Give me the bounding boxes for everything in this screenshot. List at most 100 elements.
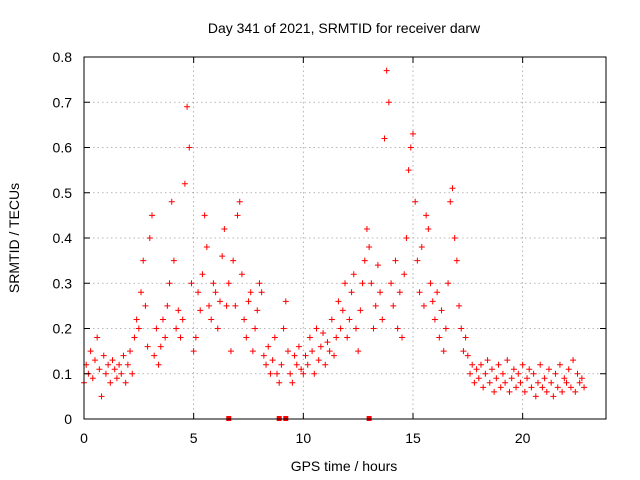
chart-title: Day 341 of 2021, SRMTID for receiver dar… <box>208 20 481 36</box>
data-point <box>388 280 395 287</box>
data-point <box>480 384 487 391</box>
data-point <box>574 370 581 377</box>
y-tick-label: 0 <box>64 411 72 427</box>
data-point <box>109 357 116 364</box>
data-point <box>565 366 572 373</box>
x-axis-label: GPS time / hours <box>291 458 398 474</box>
data-point <box>309 348 316 355</box>
data-point <box>524 375 531 382</box>
data-point <box>495 361 502 368</box>
data-point <box>177 334 184 341</box>
data-point <box>100 352 107 359</box>
data-point <box>105 361 112 368</box>
data-point <box>247 289 254 296</box>
data-point <box>148 212 155 219</box>
data-point <box>269 357 276 364</box>
data-point <box>234 212 241 219</box>
data-point <box>372 302 379 309</box>
data-point <box>528 384 535 391</box>
data-point <box>554 384 561 391</box>
data-point <box>519 361 526 368</box>
data-point <box>458 325 465 332</box>
data-point <box>526 366 533 373</box>
data-point <box>405 167 412 174</box>
data-point <box>502 379 509 386</box>
data-point <box>230 257 237 264</box>
data-point <box>515 370 522 377</box>
data-point <box>486 379 493 386</box>
data-point <box>550 393 557 400</box>
data-point <box>462 334 469 341</box>
data-point <box>339 307 346 314</box>
data-point <box>379 316 386 323</box>
data-point <box>280 325 287 332</box>
data-point <box>361 257 368 264</box>
data-point <box>403 235 410 241</box>
data-point <box>438 307 445 314</box>
data-point <box>168 198 175 205</box>
data-point <box>350 271 357 278</box>
data-point <box>416 289 423 296</box>
data-point <box>192 334 199 341</box>
data-point <box>510 366 517 373</box>
x-tick-label: 20 <box>515 430 531 446</box>
data-points <box>81 67 588 400</box>
data-point <box>245 298 252 305</box>
data-point <box>175 307 182 314</box>
data-point <box>153 325 160 332</box>
data-point <box>352 325 359 332</box>
y-tick-label: 0.8 <box>53 49 73 65</box>
data-point <box>241 316 248 323</box>
data-point <box>491 388 498 395</box>
data-point <box>203 244 210 251</box>
data-point <box>453 257 460 264</box>
data-point <box>383 67 390 74</box>
data-point <box>236 198 243 205</box>
data-point <box>552 370 559 377</box>
x-tick-label: 10 <box>296 430 312 446</box>
data-point <box>197 307 204 314</box>
data-point <box>306 334 313 341</box>
data-point <box>219 253 226 260</box>
data-point <box>265 343 272 350</box>
data-point <box>304 361 311 368</box>
data-point <box>164 302 171 309</box>
data-point <box>317 343 324 350</box>
data-point <box>188 280 195 287</box>
data-point <box>159 316 166 323</box>
data-point <box>170 257 177 264</box>
data-point <box>98 393 105 400</box>
data-point <box>392 257 399 264</box>
x-tick-label: 15 <box>405 430 421 446</box>
data-point <box>313 325 320 332</box>
y-tick-labels: 0 0.1 0.2 0.3 0.4 0.5 0.6 0.7 0.8 <box>53 49 73 427</box>
data-point <box>278 361 285 368</box>
data-point <box>335 298 342 305</box>
data-point <box>142 302 149 309</box>
data-point <box>504 357 511 364</box>
data-point <box>166 280 173 287</box>
data-point <box>366 244 373 251</box>
data-point <box>348 289 355 296</box>
data-point <box>179 316 186 323</box>
data-point <box>289 379 296 386</box>
data-point <box>173 325 180 332</box>
data-point <box>94 334 101 341</box>
data-point <box>581 384 588 391</box>
data-point <box>181 180 188 187</box>
data-point <box>232 302 239 309</box>
data-point <box>120 352 127 359</box>
y-tick-label: 0.7 <box>53 94 73 110</box>
data-point <box>214 325 221 332</box>
data-point <box>206 302 213 309</box>
data-point <box>390 302 397 309</box>
data-point <box>537 361 544 368</box>
data-point <box>249 348 256 355</box>
data-point <box>91 357 98 364</box>
data-point <box>298 366 305 373</box>
data-point <box>127 348 134 355</box>
data-point <box>256 280 263 287</box>
data-point <box>311 370 318 377</box>
data-point <box>300 370 307 377</box>
data-point <box>357 307 364 314</box>
